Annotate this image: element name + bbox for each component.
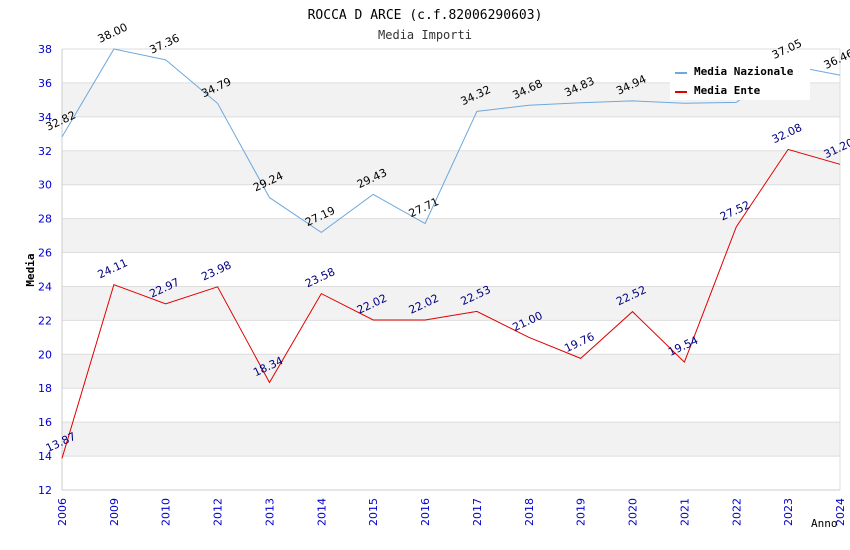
x-tick-label: 2017 xyxy=(471,498,484,526)
grid-band xyxy=(62,388,840,423)
series-line-media-ente xyxy=(61,148,841,459)
x-tick-label: 2013 xyxy=(263,498,276,526)
x-tick-label: 2019 xyxy=(575,498,588,526)
y-tick-label: 26 xyxy=(38,247,52,260)
axes xyxy=(61,49,841,491)
x-tick-label: 2015 xyxy=(367,498,380,526)
x-tick-label: 2024 xyxy=(834,498,847,526)
y-tick-label: 12 xyxy=(38,484,52,497)
grid-band xyxy=(62,286,840,321)
grid-band xyxy=(62,252,840,287)
grid-band xyxy=(62,116,840,151)
legend-label-media-ente: Media Ente xyxy=(694,84,761,97)
chart-subtitle: Media Importi xyxy=(378,28,472,42)
y-tick-label: 36 xyxy=(38,77,52,90)
x-tick-label: 2010 xyxy=(160,498,173,526)
y-tick-label: 20 xyxy=(38,348,52,361)
y-tick-label: 16 xyxy=(38,416,52,429)
grid-bands xyxy=(62,49,840,490)
x-tick-label: 2006 xyxy=(56,498,69,526)
x-tick-label: 2016 xyxy=(419,498,432,526)
grid-band xyxy=(62,422,840,457)
x-tick-label: 2023 xyxy=(782,498,795,526)
x-tick-label: 2022 xyxy=(730,498,743,526)
y-axis-label: Media xyxy=(24,253,37,286)
legend-label-media-nazionale: Media Nazionale xyxy=(694,65,794,78)
data-label-media-nazionale: 38.00 xyxy=(96,21,130,46)
grid-band xyxy=(62,354,840,389)
y-tick-label: 22 xyxy=(38,314,52,327)
y-tick-label: 30 xyxy=(38,179,52,192)
y-tick-label: 14 xyxy=(38,450,52,463)
grid-band xyxy=(62,184,840,219)
grid-band xyxy=(62,456,840,490)
legend: Media Nazionale Media Ente xyxy=(670,60,810,100)
y-tick-label: 18 xyxy=(38,382,52,395)
y-tick-label: 34 xyxy=(38,111,52,124)
y-tick-label: 32 xyxy=(38,145,52,158)
y-tick-label: 28 xyxy=(38,213,52,226)
y-tick-label: 24 xyxy=(38,280,52,293)
y-tick-label: 38 xyxy=(38,43,52,56)
x-tick-label: 2012 xyxy=(212,498,225,526)
x-tick-label: 2009 xyxy=(108,498,121,526)
series-line-media-nazionale xyxy=(61,48,841,234)
x-tick-label: 2020 xyxy=(627,498,640,526)
grid-band xyxy=(62,218,840,253)
grid-band xyxy=(62,320,840,355)
chart-title: ROCCA D ARCE (c.f.82006290603) xyxy=(308,8,543,23)
x-tick-label: 2018 xyxy=(523,498,536,526)
x-axis-label: Anno xyxy=(811,517,838,530)
x-tick-label: 2014 xyxy=(315,498,328,526)
x-tick-label: 2021 xyxy=(678,498,691,526)
legend-box xyxy=(670,60,810,100)
series-lines xyxy=(61,48,841,459)
